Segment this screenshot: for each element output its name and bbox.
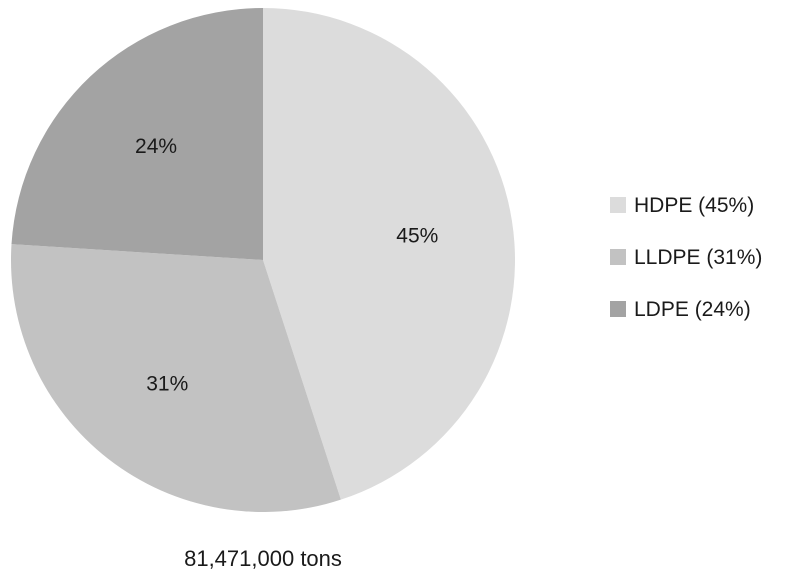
legend-label-lldpe: LLDPE (31%) — [634, 246, 762, 269]
slice-label-lldpe: 31% — [146, 372, 188, 395]
pie-slice-labels: 45% 31% 24% — [135, 135, 438, 395]
legend-label-hdpe: HDPE (45%) — [634, 194, 754, 217]
slice-label-hdpe: 45% — [396, 225, 438, 248]
legend-swatch-lldpe — [610, 249, 626, 265]
pie-slice-hdpe — [263, 8, 516, 500]
total-tonnage-label: 81,471,000 tons — [184, 546, 342, 571]
legend-label-ldpe: LDPE (24%) — [634, 298, 751, 321]
legend-swatch-hdpe — [610, 197, 626, 213]
pie-slices — [10, 8, 516, 512]
legend: HDPE (45%) LLDPE (31%) LDPE (24%) — [610, 194, 762, 321]
pie-slice-lldpe — [10, 244, 341, 512]
slice-label-ldpe: 24% — [135, 135, 177, 158]
legend-swatch-ldpe — [610, 301, 626, 317]
pie-slice-ldpe — [11, 8, 263, 260]
